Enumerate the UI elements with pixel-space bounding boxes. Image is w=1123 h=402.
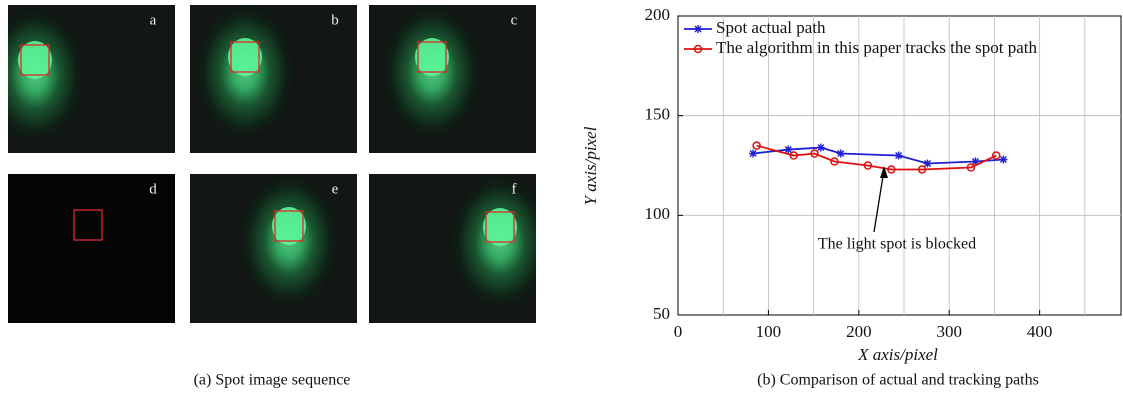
marker (784, 145, 793, 154)
spot (272, 207, 306, 245)
spot-glow (445, 174, 536, 317)
series-line (756, 144, 997, 171)
tracking-box (20, 44, 50, 76)
marker (810, 149, 819, 158)
panel-label: b (331, 12, 339, 28)
spot (18, 41, 52, 79)
legend-label: The algorithm in this paper tracks the s… (716, 38, 1038, 57)
x-tick-label: 400 (1027, 322, 1053, 341)
spot (483, 208, 517, 246)
image-panel (8, 174, 175, 323)
tracking-box (485, 211, 515, 243)
tracking-box (73, 209, 103, 241)
marker (830, 157, 839, 166)
panel-label: e (332, 181, 339, 197)
panel-label: d (149, 181, 157, 197)
marker (749, 149, 758, 158)
legend-marker (693, 44, 703, 54)
panel-label: f (512, 181, 517, 197)
panel-label: c (511, 12, 518, 28)
spot-glow (8, 5, 90, 150)
y-tick-label: 150 (645, 105, 671, 124)
plot-frame (677, 15, 1122, 316)
marker (789, 151, 798, 160)
marker (894, 151, 903, 160)
y-tick-label: 50 (653, 304, 670, 323)
marker (887, 165, 896, 174)
x-tick-label: 100 (756, 322, 782, 341)
marker (966, 163, 976, 172)
arrow-head (880, 166, 888, 178)
legend-marker (694, 25, 702, 33)
arrow (873, 169, 885, 233)
spot (415, 38, 449, 76)
series-line (752, 146, 1004, 165)
panel-label: a (150, 12, 157, 28)
marker (752, 141, 761, 150)
tracking-box (274, 210, 304, 242)
y-tick-label: 100 (645, 204, 671, 223)
marker (917, 165, 927, 174)
image-panels: a b c d e f (8, 5, 536, 323)
marker (991, 151, 1001, 160)
caption: (a) Spot image sequence (194, 372, 351, 389)
tracking-box (417, 41, 447, 73)
spot (228, 38, 262, 76)
x-tick-label: 200 (846, 322, 872, 341)
marker (863, 161, 873, 170)
caption: (b) Comparison of actual and tracking pa… (757, 372, 1039, 389)
marker (999, 155, 1008, 164)
x-axis-label: X axis/pixel (857, 345, 938, 364)
marker (971, 157, 980, 166)
annotation: The light spot is blocked (818, 236, 976, 253)
x-tick-label: 0 (674, 322, 683, 341)
y-axis-label: Y axis/pixel (581, 126, 600, 205)
legend-label: Spot actual path (716, 18, 826, 37)
plot: 0 100 200 300 400 50 100 150 200 Spot actual path… (645, 5, 1121, 341)
marker (923, 159, 932, 168)
x-tick-label: 300 (936, 322, 962, 341)
y-tick-label: 200 (645, 5, 671, 24)
tracking-box (230, 41, 260, 73)
marker (836, 149, 845, 158)
marker (816, 143, 825, 152)
